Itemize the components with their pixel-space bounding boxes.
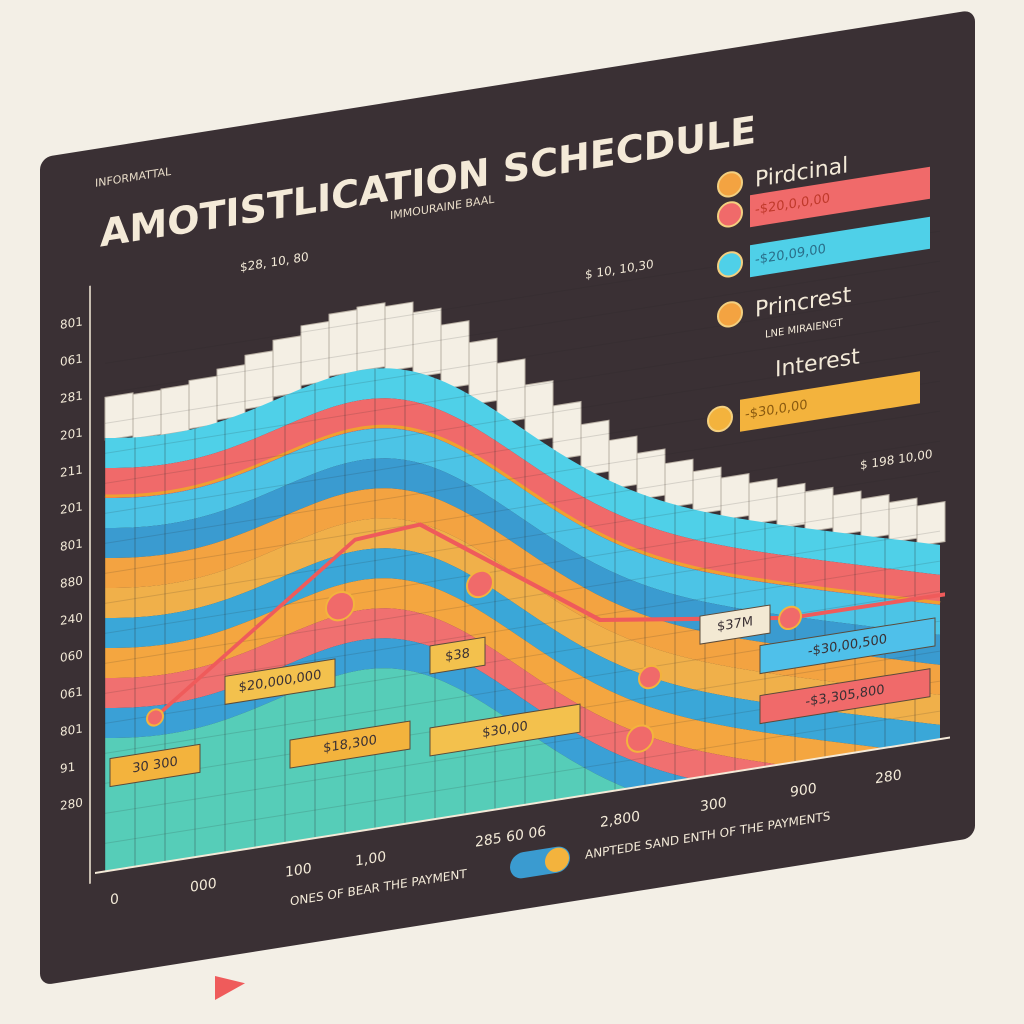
y-label: 91 xyxy=(60,760,75,776)
band xyxy=(105,368,940,575)
legend-dot xyxy=(717,301,743,328)
y-label: 211 xyxy=(60,462,83,480)
column-box xyxy=(132,389,162,440)
column-box xyxy=(440,320,470,390)
box-label: 30 300 xyxy=(132,754,177,776)
y-label: 240 xyxy=(60,610,83,628)
x-label: 300 xyxy=(700,795,727,815)
y-label: 801 xyxy=(60,314,83,332)
column-box xyxy=(888,497,918,544)
y-label: 061 xyxy=(60,351,83,369)
y-label: 880 xyxy=(60,573,83,591)
column-box xyxy=(300,320,330,387)
label-box xyxy=(109,743,201,788)
legend-dot xyxy=(717,251,743,278)
label-box xyxy=(429,703,581,757)
column-box xyxy=(188,375,218,430)
y-label: 061 xyxy=(60,684,83,702)
marker xyxy=(325,590,355,622)
column-box xyxy=(860,494,890,540)
column-box xyxy=(356,302,386,372)
column-box xyxy=(776,482,806,530)
x-label: 900 xyxy=(790,781,817,801)
band xyxy=(105,578,940,765)
label-box xyxy=(289,720,411,769)
band xyxy=(105,518,940,725)
column-box xyxy=(804,486,834,533)
band xyxy=(105,428,940,635)
legend-bar xyxy=(740,371,920,432)
y-label: 801 xyxy=(60,536,83,554)
x-label: 100 xyxy=(285,861,312,881)
box-label: $38 xyxy=(445,646,470,665)
legend-dot xyxy=(707,405,733,433)
grid-line xyxy=(105,440,940,574)
marker xyxy=(778,605,802,631)
play-arrow xyxy=(215,975,245,1000)
y-label: 201 xyxy=(60,425,83,443)
column-box xyxy=(720,473,750,521)
column-box xyxy=(384,301,414,372)
x-label: 0 xyxy=(110,891,119,908)
legend-dot xyxy=(717,201,743,228)
label-box xyxy=(759,668,931,725)
column-box xyxy=(524,380,554,443)
grid-line xyxy=(105,410,940,544)
marker xyxy=(146,708,164,727)
grid-line xyxy=(105,260,940,394)
orange-line xyxy=(104,424,941,605)
label-box xyxy=(429,636,486,675)
grid-line xyxy=(105,350,940,484)
label-box xyxy=(699,604,771,645)
column-box xyxy=(328,309,358,377)
grid-line xyxy=(105,560,940,694)
toggle-knob xyxy=(545,847,569,872)
column-box xyxy=(748,478,778,526)
grid-line xyxy=(105,290,940,424)
marker xyxy=(638,664,662,690)
column-box xyxy=(832,490,862,537)
legend-dot xyxy=(717,171,743,198)
column-box xyxy=(692,466,722,516)
y-label: 201 xyxy=(60,499,83,517)
grid-line xyxy=(105,320,940,454)
column-box xyxy=(916,500,946,547)
y-label: 280 xyxy=(60,795,83,813)
x-label: 1,00 xyxy=(355,849,386,870)
y-label: 060 xyxy=(60,647,83,665)
band xyxy=(105,398,940,605)
grid-line xyxy=(105,530,940,664)
x-label: 280 xyxy=(875,767,902,787)
axis-line xyxy=(95,736,950,874)
legend-bar xyxy=(750,216,930,278)
x-label: 000 xyxy=(190,876,217,896)
y-label: 281 xyxy=(60,388,83,406)
board: INFORMATTAL AMOTISTLICATION SCHECDULE IM… xyxy=(40,11,975,1000)
column-box xyxy=(104,392,134,441)
marker xyxy=(466,569,494,599)
band xyxy=(105,548,940,748)
label-box xyxy=(759,617,936,675)
label-box xyxy=(224,658,336,705)
marker xyxy=(626,724,654,753)
y-label: 801 xyxy=(60,721,83,739)
band xyxy=(105,608,940,779)
box-label: $30,00 xyxy=(482,719,527,741)
band xyxy=(105,488,940,695)
teal-area xyxy=(105,668,940,872)
legend-bar xyxy=(750,166,930,228)
x-label: 2,800 xyxy=(600,809,640,831)
box-label: $37M xyxy=(717,614,753,635)
grid-line xyxy=(105,470,940,604)
grid-line xyxy=(105,500,940,634)
column-box xyxy=(160,384,190,436)
red-line xyxy=(153,522,946,719)
grid-line xyxy=(105,710,940,844)
